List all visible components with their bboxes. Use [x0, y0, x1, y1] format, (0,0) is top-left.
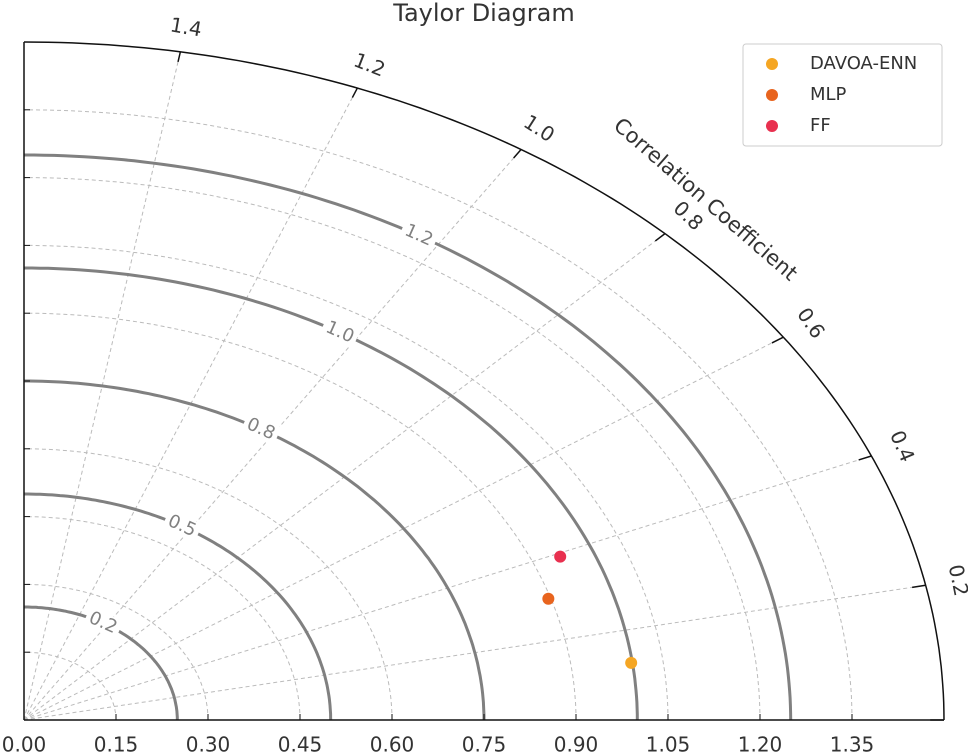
grid-arc: [23, 109, 853, 721]
theta-tick: [771, 336, 784, 344]
contour-label-bg: [240, 412, 282, 446]
theta-tick: [513, 148, 522, 159]
contour: [24, 492, 333, 721]
grid-arc: [24, 651, 117, 720]
grid-arc: [24, 583, 209, 720]
grid-arc: [24, 312, 577, 720]
x-tick-label: 0.45: [278, 733, 323, 756]
x-tick-label: 1.20: [738, 733, 783, 756]
grid-arc: [24, 448, 393, 720]
chart-title: Taylor Diagram: [392, 0, 575, 27]
data-point: [625, 656, 638, 669]
legend-marker: [766, 89, 778, 101]
contour-label-bg: [161, 509, 203, 543]
legend-label: FF: [810, 115, 831, 136]
x-tick-label: 0.90: [554, 733, 599, 756]
theta-tick-label: 1.0: [519, 110, 559, 147]
grid-arc: [24, 177, 761, 721]
data-point: [542, 592, 555, 605]
legend-label: DAVOA-ENN: [810, 53, 917, 74]
legend-label: MLP: [810, 84, 847, 105]
contour: [24, 153, 793, 721]
x-tick-label: 0.30: [186, 733, 231, 756]
data-point: [554, 550, 567, 563]
theta-tick-label: 0.4: [885, 427, 919, 466]
x-tick-label: 0.15: [94, 733, 139, 756]
grid-arc: [24, 244, 669, 721]
theta-tick-label: 0.0: [966, 704, 968, 736]
theta-tick: [177, 51, 182, 63]
x-tick-label: 0.00: [2, 733, 47, 756]
contour: [24, 379, 486, 720]
theta-tick: [858, 455, 872, 461]
theta-tick-label: 0.2: [944, 562, 968, 598]
theta-tick-label: 1.4: [168, 12, 203, 41]
theta-tick: [912, 584, 926, 589]
legend-marker: [766, 120, 778, 132]
legend-box: [742, 43, 943, 147]
grid-arc: [24, 516, 301, 720]
x-tick-label: 1.05: [646, 733, 691, 756]
x-tick-label: 0.60: [370, 733, 415, 756]
theta-tick: [351, 87, 359, 98]
x-tick-label: 1.35: [830, 733, 875, 756]
contour-label-bg: [398, 219, 440, 253]
outer-arc: [23, 41, 945, 721]
theta-tick-label: 1.2: [350, 48, 388, 82]
theta-tick-label: 0.6: [792, 303, 830, 343]
theta-tick: [654, 233, 666, 242]
contour-label-bg: [82, 606, 124, 640]
contour: [24, 266, 639, 720]
legend: DAVOA-ENN MLP FF: [742, 43, 943, 147]
legend-marker: [766, 58, 778, 70]
x-tick-label: 0.75: [462, 733, 507, 756]
contour: [24, 605, 179, 720]
contour-label-bg: [319, 316, 361, 349]
